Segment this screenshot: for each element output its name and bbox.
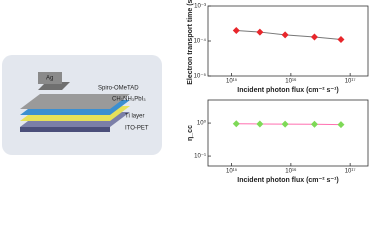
data-point <box>337 121 345 129</box>
y-axis-label: η_cc <box>187 125 194 141</box>
series-line <box>236 29 342 41</box>
y-tick-label: 10⁻⁵ <box>194 73 207 80</box>
data-point <box>256 120 264 128</box>
layer-label: Spiro-OMeTAD <box>98 86 139 92</box>
figure: Ag Spiro-OMeTAD CH₃NH₃PbI₃ Ti layer ITO-… <box>2 0 369 184</box>
x-axis-label: Incident photon flux (cm⁻² s⁻¹) <box>237 87 339 94</box>
device-schematic: Ag Spiro-OMeTAD CH₃NH₃PbI₃ Ti layer ITO-… <box>2 55 162 155</box>
x-tick-label: 10¹⁶ <box>285 78 297 85</box>
data-point <box>256 28 264 36</box>
layer-label: Ag <box>46 76 53 82</box>
data-point <box>337 36 345 44</box>
y-tick-label: 10⁻³ <box>194 4 206 10</box>
series-line <box>236 123 341 126</box>
x-tick-label: 10¹⁵ <box>226 78 238 85</box>
y-axis-label: Electron transport time (s) <box>187 0 194 85</box>
x-tick-label: 10¹⁷ <box>345 78 356 85</box>
x-axis-label: Incident photon flux (cm⁻² s⁻¹) <box>237 177 339 184</box>
y-tick-label: 10⁻¹ <box>194 154 206 160</box>
layer-label: ITO-PET <box>125 126 149 132</box>
layer-spiro <box>20 94 130 109</box>
data-point <box>232 120 240 128</box>
layer-ito-side <box>20 127 110 132</box>
data-point <box>281 31 289 39</box>
y-tick-label: 10⁰ <box>197 120 207 127</box>
data-point <box>310 120 318 128</box>
layer-label: Ti layer <box>125 114 144 120</box>
data-point <box>310 33 318 41</box>
plot-frame <box>207 99 369 167</box>
x-tick-label: 10¹⁷ <box>345 168 356 175</box>
ag-block <box>38 72 62 84</box>
y-tick-label: 10⁻⁴ <box>194 38 207 45</box>
x-tick-label: 10¹⁵ <box>226 168 238 175</box>
data-point <box>232 26 240 34</box>
x-tick-label: 10¹⁶ <box>285 168 297 175</box>
layer-label: CH₃NH₃PbI₃ <box>112 97 146 103</box>
data-point <box>281 120 289 128</box>
plot-frame <box>207 5 369 77</box>
